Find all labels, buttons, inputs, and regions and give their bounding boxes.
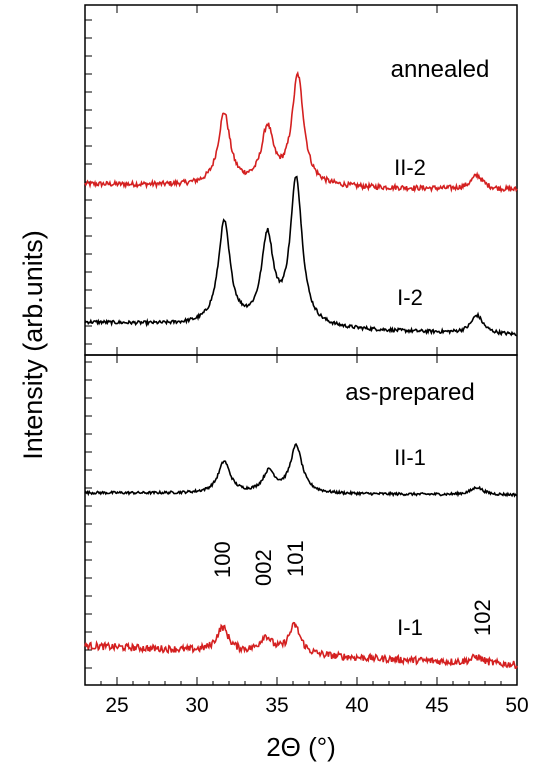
series-label-i-2: I-2	[397, 285, 423, 310]
x-tick-label: 25	[105, 694, 128, 717]
x-tick-label: 50	[505, 694, 528, 717]
plot-frame-bottom	[84, 354, 518, 686]
peak-label-102: 102	[470, 599, 495, 636]
peak-label-002: 002	[251, 549, 276, 586]
x-tick-label: 40	[345, 694, 368, 717]
peak-label-101: 101	[283, 540, 308, 577]
series-label-ii-1: II-1	[394, 445, 426, 470]
series-line-i-2	[84, 175, 518, 337]
panel-label-annealed: annealed	[391, 56, 490, 83]
peak-label-100: 100	[210, 541, 235, 578]
panel-label-as-prepared: as-prepared	[345, 379, 474, 406]
x-tick-labels: 25 30 35 40 45 50	[105, 694, 528, 717]
axis-ticks	[85, 5, 518, 685]
x-tick-label: 45	[425, 694, 448, 717]
series-line-i-1	[84, 621, 518, 669]
x-tick-label: 30	[185, 694, 208, 717]
x-tick-label: 35	[265, 694, 288, 717]
series-line-ii-2	[84, 70, 518, 194]
x-axis-label: 2Θ (°)	[266, 732, 336, 762]
series-traces	[84, 70, 518, 669]
series-label-i-1: I-1	[397, 615, 423, 640]
series-line-ii-1	[84, 442, 518, 498]
y-axis-label: Intensity (arb.units)	[18, 230, 48, 460]
series-label-ii-2: II-2	[394, 155, 426, 180]
